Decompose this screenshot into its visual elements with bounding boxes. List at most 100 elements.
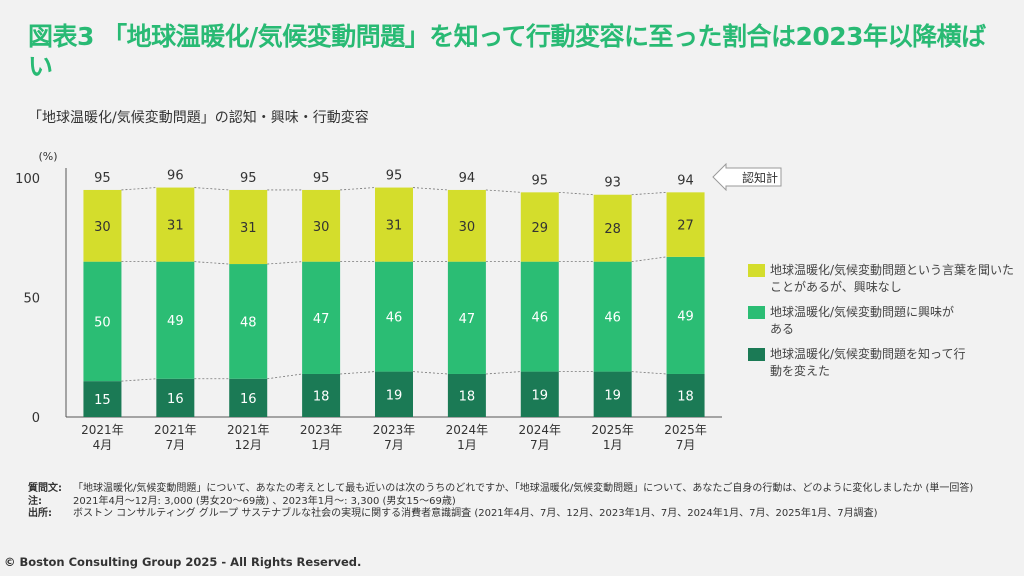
x-tick-label: 7月 — [166, 438, 186, 452]
data-label: 18 — [677, 389, 694, 404]
data-label: 18 — [313, 389, 330, 404]
note-sample: 注: 2021年4月～12月: 3,000 (男女20～69歳) 、2023年1… — [28, 495, 456, 507]
x-tick-label: 2021年 — [227, 423, 270, 437]
bar-segment — [375, 261, 413, 372]
bar-segment — [302, 189, 341, 262]
note-source: 出所: ボストン コンサルティング グループ サステナブルな社会の実現に関する消… — [28, 508, 878, 519]
bar-segment — [156, 378, 195, 417]
connector-line — [340, 371, 376, 375]
connector-line — [485, 371, 521, 375]
data-label: 46 — [386, 311, 403, 326]
bar-segment — [83, 189, 122, 262]
y-tick-label: 0 — [32, 411, 40, 426]
x-tick-label: 2021年 — [81, 423, 124, 437]
data-label: 30 — [313, 220, 330, 235]
legend: 地球温暖化/気候変動問題という言葉を聞いたことがあるが、興味なし 地球温暖化/気… — [748, 262, 1018, 388]
connector-line — [121, 187, 157, 191]
total-label: 94 — [459, 171, 476, 186]
copyright: © Boston Consulting Group 2025 - All Rig… — [4, 555, 362, 569]
x-tick-label: 1月 — [603, 438, 623, 452]
connector-line — [558, 191, 594, 196]
y-axis-unit: (%) — [38, 150, 57, 163]
connector-line — [267, 261, 303, 265]
data-label: 30 — [94, 220, 111, 235]
data-label: 50 — [94, 315, 111, 330]
note-question: 質問文: 「地球温暖化/気候変動問題」について、あなたの考えとして最も近いのは次… — [28, 483, 974, 494]
legend-item: 地球温暖化/気候変動問題に興味がある — [748, 304, 1018, 338]
bar-segment — [447, 261, 486, 374]
connector-line — [267, 373, 303, 380]
total-label: 95 — [94, 171, 111, 186]
connector-line — [340, 187, 376, 191]
data-label: 48 — [240, 315, 257, 330]
x-tick-label: 7月 — [530, 438, 550, 452]
bar-segment — [520, 261, 559, 372]
bar-segment — [666, 373, 705, 417]
bar-segment — [302, 261, 341, 374]
data-label: 49 — [167, 314, 184, 329]
connector-line — [631, 371, 667, 375]
bar-segment — [229, 189, 268, 265]
data-label: 18 — [459, 389, 476, 404]
data-label: 46 — [532, 311, 549, 326]
connector-line — [121, 378, 157, 382]
data-label: 47 — [313, 312, 330, 327]
total-label: 95 — [386, 169, 403, 184]
footnotes: 質問文: 「地球温暖化/気候変動問題」について、あなたの考えとして最も近いのは次… — [28, 483, 1018, 521]
left-arrow-callout-icon — [712, 162, 782, 192]
data-label: 16 — [240, 392, 257, 407]
bar-segment — [666, 192, 705, 257]
bar-segment — [520, 371, 559, 417]
y-tick-label: 100 — [15, 172, 40, 187]
legend-swatch — [748, 306, 765, 319]
bar-segment — [593, 261, 632, 372]
callout-label: 認知計 — [742, 171, 779, 185]
bar-segment — [83, 261, 122, 382]
total-label: 93 — [604, 176, 621, 191]
legend-swatch — [748, 348, 765, 361]
connector-line — [485, 189, 521, 193]
x-tick-label: 7月 — [676, 438, 696, 452]
x-tick-label: 2021年 — [154, 423, 197, 437]
x-tick-label: 2024年 — [519, 423, 562, 437]
legend-item: 地球温暖化/気候変動問題という言葉を聞いたことがあるが、興味なし — [748, 262, 1018, 296]
bar-segment — [229, 378, 268, 417]
bar-segment — [447, 373, 486, 417]
bar-segment — [447, 189, 486, 262]
x-tick-label: 2025年 — [591, 423, 634, 437]
connector-line — [631, 191, 667, 196]
connector-line — [194, 187, 230, 191]
x-tick-label: 2023年 — [300, 423, 343, 437]
data-label: 49 — [677, 309, 694, 324]
bar-segment — [375, 371, 413, 417]
legend-label: 地球温暖化/気候変動問題に興味がある — [770, 305, 955, 336]
bar-segment — [375, 187, 413, 262]
bar-segment — [83, 381, 122, 417]
data-label: 31 — [386, 219, 403, 234]
x-tick-label: 12月 — [235, 438, 262, 452]
legend-swatch — [748, 264, 765, 277]
data-label: 29 — [532, 221, 549, 236]
data-label: 28 — [604, 222, 621, 237]
total-callout: 認知計 — [712, 162, 782, 192]
total-label: 94 — [677, 173, 694, 188]
bar-segment — [520, 192, 559, 262]
bar-segment — [302, 373, 341, 417]
connector-line — [412, 187, 448, 191]
page-title: 図表3 「地球温暖化/気候変動問題」を知って行動変容に至った割合は2023年以降… — [28, 22, 986, 81]
data-label: 47 — [459, 312, 476, 327]
total-label: 95 — [532, 173, 549, 188]
bar-segment — [593, 371, 632, 417]
data-label: 19 — [604, 388, 621, 403]
x-tick-label: 2023年 — [373, 423, 416, 437]
chart-subtitle: 「地球温暖化/気候変動問題」の認知・興味・行動変容 — [28, 110, 369, 126]
data-label: 15 — [94, 393, 111, 408]
bar-segment — [229, 264, 268, 379]
x-tick-label: 1月 — [457, 438, 477, 452]
y-tick-label: 50 — [23, 292, 40, 307]
x-tick-label: 2025年 — [664, 423, 707, 437]
legend-label: 地球温暖化/気候変動問題を知って行動を変えた — [770, 347, 966, 378]
bar-segment — [156, 261, 195, 379]
data-label: 27 — [677, 219, 694, 234]
stacked-bar-chart: (%)050100155030952021年4月164931962021年7月1… — [15, 150, 722, 452]
